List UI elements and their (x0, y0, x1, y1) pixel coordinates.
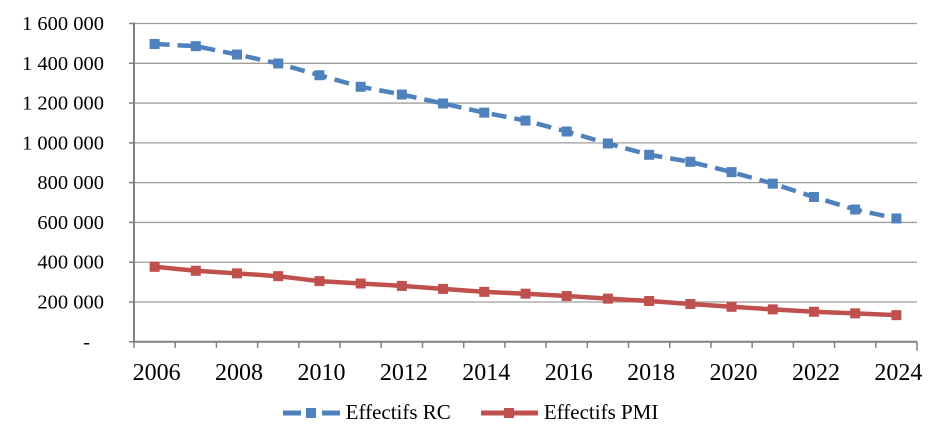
legend-item-effectifs-pmi: Effectifs PMI (480, 400, 659, 425)
data-point-marker-effectifs-pmi (273, 271, 284, 282)
data-point-marker-effectifs-rc (520, 115, 531, 126)
x-axis-tick-label: 2014 (462, 360, 510, 386)
pmi-solid-line-swatch-icon (480, 407, 538, 418)
data-point-marker-effectifs-pmi (561, 291, 572, 302)
data-point-marker-effectifs-rc (726, 167, 737, 178)
data-point-marker-effectifs-pmi (149, 261, 160, 272)
data-point-marker-effectifs-rc (232, 49, 243, 60)
y-axis-tick-label: 200 000 (37, 292, 104, 314)
data-point-marker-effectifs-rc (190, 41, 201, 52)
data-point-marker-effectifs-pmi (808, 306, 819, 317)
data-point-marker-effectifs-pmi (850, 308, 861, 319)
data-point-marker-effectifs-rc (479, 107, 490, 118)
data-point-marker-effectifs-pmi (479, 286, 490, 297)
data-point-marker-effectifs-rc (149, 38, 160, 49)
y-axis-tick-label: 400 000 (37, 252, 104, 274)
y-axis-tick-label: 1 200 000 (22, 93, 104, 115)
legend-label-effectifs-pmi: Effectifs PMI (543, 400, 659, 424)
data-point-marker-effectifs-pmi (396, 280, 407, 291)
legend: Effectifs RC Effectifs PMI (0, 400, 941, 425)
data-point-marker-effectifs-rc (891, 213, 902, 224)
x-axis-tick-label: 2008 (215, 360, 263, 386)
rc-dashed-line-swatch-icon (282, 407, 340, 418)
data-point-marker-effectifs-pmi (355, 278, 366, 289)
data-point-marker-effectifs-rc (767, 178, 778, 189)
data-point-marker-effectifs-pmi (891, 310, 902, 321)
data-point-marker-effectifs-pmi (644, 296, 655, 307)
legend-item-effectifs-rc: Effectifs RC (282, 400, 451, 425)
data-point-marker-effectifs-rc (602, 138, 613, 149)
data-point-marker-effectifs-rc (850, 204, 861, 215)
x-axis-tick-label: 2024 (874, 360, 922, 386)
data-point-marker-effectifs-rc (314, 70, 325, 81)
y-axis-tick-label: 800 000 (37, 172, 104, 194)
x-axis-tick-label: 2006 (133, 360, 181, 386)
y-axis-tick-label: 600 000 (37, 212, 104, 234)
data-point-marker-effectifs-rc (438, 98, 449, 109)
x-axis-tick-label: 2018 (627, 360, 675, 386)
y-axis-tick-label: 1 600 000 (22, 13, 104, 35)
x-axis-tick-label: 2016 (545, 360, 593, 386)
y-axis-tick-label: 1 000 000 (22, 132, 104, 154)
data-point-marker-effectifs-rc (808, 191, 819, 202)
data-point-marker-effectifs-pmi (685, 299, 696, 310)
data-point-marker-effectifs-pmi (520, 288, 531, 299)
x-axis-tick-label: 2012 (380, 360, 428, 386)
data-point-marker-effectifs-pmi (314, 276, 325, 287)
data-point-marker-effectifs-rc (561, 126, 572, 137)
data-point-marker-effectifs-pmi (438, 283, 449, 294)
swatch-marker (503, 407, 514, 418)
y-axis-tick-label: 1 400 000 (22, 53, 104, 75)
x-axis-tick-label: 2020 (710, 360, 758, 386)
data-point-marker-effectifs-rc (396, 89, 407, 100)
series-line-effectifs-rc (154, 41, 897, 221)
data-point-marker-effectifs-pmi (602, 293, 613, 304)
data-point-marker-effectifs-pmi (726, 301, 737, 312)
data-point-marker-effectifs-pmi (232, 268, 243, 279)
data-point-marker-effectifs-pmi (767, 304, 778, 315)
swatch-marker (305, 407, 316, 418)
x-axis-tick-label: 2022 (792, 360, 840, 386)
data-point-marker-effectifs-rc (273, 58, 284, 69)
legend-label-effectifs-rc: Effectifs RC (345, 400, 451, 424)
x-axis-tick-label: 2010 (297, 360, 345, 386)
y-axis-tick-label: - (83, 331, 90, 353)
data-point-marker-effectifs-rc (644, 149, 655, 160)
data-point-marker-effectifs-pmi (190, 265, 201, 276)
data-point-marker-effectifs-rc (355, 81, 366, 92)
data-point-marker-effectifs-rc (685, 156, 696, 167)
